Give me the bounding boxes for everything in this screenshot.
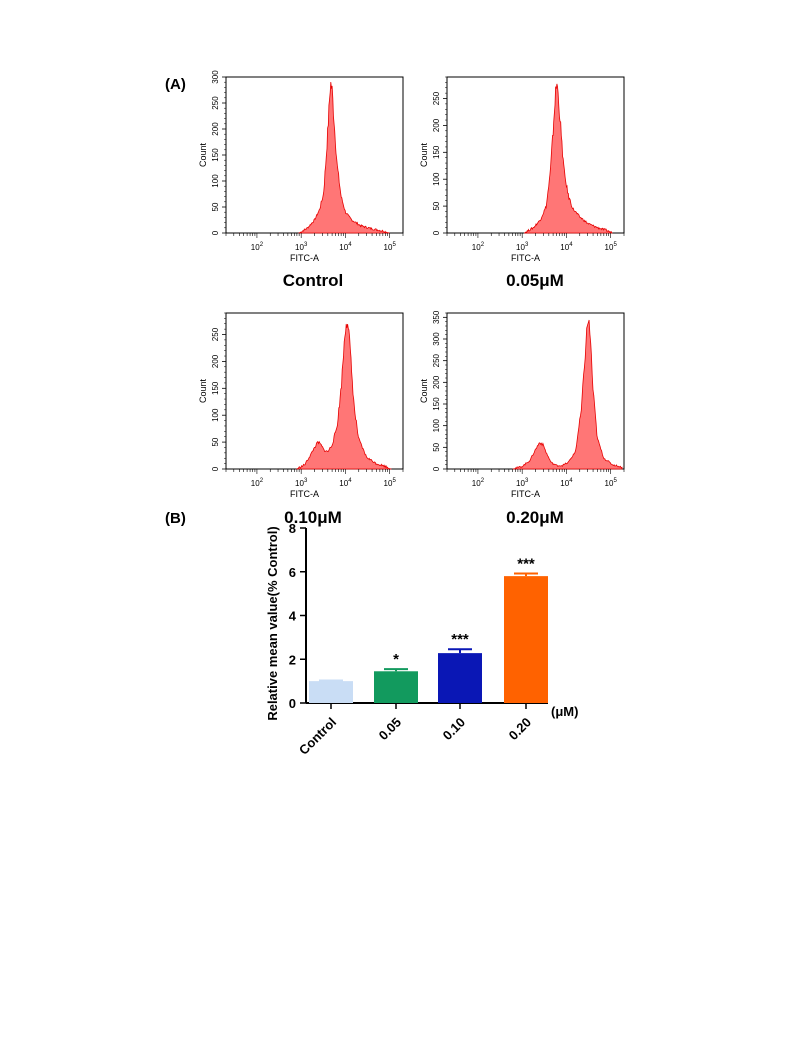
bar — [374, 671, 418, 703]
panel-label-b: (B) — [165, 510, 186, 527]
plot-frame — [446, 76, 625, 234]
x-tick-label: 104 — [339, 478, 352, 488]
y-tick-label: 250 — [432, 91, 441, 105]
caption-020: 0.20μM — [506, 508, 564, 527]
x-tick-label: 103 — [295, 478, 308, 488]
y-axis-label: Count — [198, 379, 208, 404]
histogram-2: 0 50 100 150 200 250 Count 102 103 104 105 FITC-A — [198, 312, 404, 499]
x-tick-label: 102 — [472, 242, 485, 252]
y-tick-label: 8 — [289, 521, 296, 536]
x-tick-label: 104 — [339, 242, 352, 252]
y-tick-label: 200 — [432, 118, 441, 132]
x-tick-label: 102 — [251, 242, 264, 252]
histogram-area — [524, 83, 613, 234]
y-tick-label: 50 — [211, 437, 220, 446]
y-tick-label: 0 — [432, 466, 441, 471]
y-tick-label: 50 — [211, 202, 220, 211]
y-tick-label: 250 — [211, 327, 220, 341]
y-tick-label: 300 — [432, 332, 441, 346]
y-axis-label: Count — [419, 379, 429, 404]
bar — [504, 576, 548, 703]
x-axis-label: FITC-A — [290, 253, 319, 263]
histogram-1: 0 50 100 150 200 250 Count 102 103 104 105 FITC-A — [419, 76, 625, 263]
caption-005: 0.05μM — [506, 271, 564, 290]
x-axis-label: FITC-A — [511, 489, 540, 499]
histogram-area — [512, 319, 623, 470]
histogram-0: 0 50 100 150 200 250 300 Count 102 103 104 105 FITC-… — [198, 70, 404, 263]
panel-label-a: (A) — [165, 76, 186, 93]
y-tick-label: 100 — [211, 408, 220, 422]
y-tick-label: 250 — [432, 353, 441, 367]
significance-label: * — [393, 651, 399, 668]
x-tick-label: 0.05 — [376, 715, 405, 744]
y-tick-label: 100 — [211, 174, 220, 188]
x-tick-label: 102 — [251, 478, 264, 488]
y-axis-label: Count — [198, 143, 208, 168]
histogram-3: 0 50 100 150 200 250 300 350 Count 102 103 104 105 FI… — [419, 310, 625, 499]
x-axis-label: FITC-A — [290, 489, 319, 499]
y-axis-label: Relative mean value(% Control) — [265, 526, 280, 720]
x-tick-label: 105 — [605, 242, 618, 252]
x-tick-label: 104 — [560, 478, 573, 488]
y-tick-label: 100 — [432, 172, 441, 186]
histogram-area — [297, 81, 390, 234]
x-tick-label: 102 — [472, 478, 485, 488]
caption-010: 0.10μM — [284, 508, 342, 527]
x-tick-label: 103 — [516, 242, 529, 252]
y-tick-label: 0 — [211, 466, 220, 471]
x-tick-label: 103 — [295, 242, 308, 252]
y-tick-label: 0 — [432, 230, 441, 235]
histogram-area — [295, 323, 392, 470]
x-tick-label: 105 — [384, 478, 397, 488]
significance-label: *** — [451, 631, 469, 648]
x-tick-label: Control — [296, 715, 339, 758]
y-tick-label: 200 — [211, 122, 220, 136]
y-tick-label: 6 — [289, 565, 296, 580]
x-tick-label: 105 — [384, 242, 397, 252]
y-tick-label: 100 — [432, 418, 441, 432]
y-tick-label: 50 — [432, 442, 441, 451]
y-tick-label: 150 — [211, 381, 220, 395]
caption-control: Control — [282, 271, 344, 290]
y-tick-label: 350 — [432, 310, 441, 324]
x-axis-label: FITC-A — [511, 253, 540, 263]
unit-label: (μM) — [551, 704, 578, 719]
y-tick-label: 150 — [432, 397, 441, 411]
bar — [309, 681, 353, 703]
y-axis-label: Count — [419, 143, 429, 168]
bar-chart: 0 2 4 6 8 Relative mean value(% Control) Contr… — [265, 521, 578, 758]
y-tick-label: 2 — [289, 652, 296, 667]
y-tick-label: 300 — [211, 70, 220, 84]
x-tick-label: 0.20 — [506, 715, 535, 744]
y-tick-label: 200 — [211, 354, 220, 368]
x-tick-label: 103 — [516, 478, 529, 488]
y-tick-label: 200 — [432, 375, 441, 389]
y-tick-label: 0 — [211, 230, 220, 235]
x-tick-label: 105 — [605, 478, 618, 488]
significance-label: *** — [517, 556, 535, 573]
y-tick-label: 250 — [211, 96, 220, 110]
x-tick-label: 0.10 — [440, 715, 469, 744]
y-tick-label: 150 — [432, 145, 441, 159]
y-tick-label: 50 — [432, 201, 441, 210]
y-tick-label: 0 — [289, 696, 296, 711]
y-tick-label: 150 — [211, 148, 220, 162]
plot-frame — [225, 76, 404, 234]
bar — [438, 653, 482, 703]
y-tick-label: 4 — [289, 609, 297, 624]
x-tick-label: 104 — [560, 242, 573, 252]
plot-frame — [225, 312, 404, 470]
